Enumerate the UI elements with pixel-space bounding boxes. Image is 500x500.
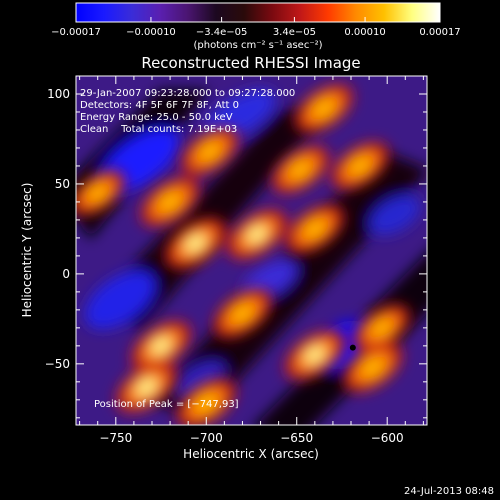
colorbar-tick-label: 0.00017 xyxy=(419,27,460,38)
source-core xyxy=(151,337,171,355)
bright-sources xyxy=(76,83,410,425)
colorbar-units-label: (photons cm⁻² s⁻¹ asec⁻²) xyxy=(193,40,322,51)
source-core xyxy=(89,186,106,200)
x-axis-label: Heliocentric X (arcsec) xyxy=(183,447,319,461)
source-core xyxy=(185,234,206,252)
source-core xyxy=(373,320,391,336)
annotation-energy-range: Energy Range: 25.0 - 50.0 keV xyxy=(80,112,233,123)
x-tick-label: −650 xyxy=(280,431,313,445)
source-core xyxy=(200,143,219,160)
x-axis-ticks: −750 −700 −650 −600 xyxy=(79,76,424,445)
colorbar-tick-label: 3.4e−05 xyxy=(273,27,316,38)
source-core xyxy=(314,100,334,117)
source-core xyxy=(304,346,325,364)
dark-band xyxy=(150,150,427,420)
source-core xyxy=(350,158,370,174)
y-tick-label: 0 xyxy=(62,267,70,281)
x-tick-label: −700 xyxy=(190,431,223,445)
source-core xyxy=(305,221,325,237)
x-tick-label: −600 xyxy=(371,431,404,445)
minimum-marker xyxy=(349,344,356,351)
chart-title: Reconstructed RHESSI Image xyxy=(141,54,360,72)
source-core xyxy=(160,193,180,211)
y-axis-label: Heliocentric Y (arcsec) xyxy=(20,183,34,318)
source-core xyxy=(291,161,310,178)
colorbar-tick-label: −3.4e−05 xyxy=(196,27,248,38)
annotation-block: 29-Jan-2007 09:23:28.000 to 09:27:28.000… xyxy=(80,88,295,135)
source-core xyxy=(196,395,216,412)
annotation-time-range: 29-Jan-2007 09:23:28.000 to 09:27:28.000 xyxy=(80,88,295,99)
colorbar xyxy=(75,2,441,23)
colorbar-tick-label: 0.00010 xyxy=(344,27,385,38)
peak-position-label: Position of Peak = [−747,93] xyxy=(94,399,239,410)
blue-region xyxy=(174,361,226,399)
colorbar-tick-label: −0.00017 xyxy=(51,27,101,38)
source-core xyxy=(136,378,157,396)
plot-frame xyxy=(75,75,428,426)
y-axis-ticks: −50 0 50 100 xyxy=(45,75,427,419)
colorbar-tick-label: −0.00010 xyxy=(126,27,176,38)
blue-region xyxy=(84,270,156,330)
colorbar-ticks: −0.00017 −0.00010 −3.4e−05 3.4e−05 0.00010 0.… xyxy=(51,17,461,38)
y-tick-label: 50 xyxy=(55,177,70,191)
annotation-detectors: Detectors: 4F 5F 6F 7F 8F, Att 0 xyxy=(80,100,239,111)
source-core xyxy=(233,305,252,322)
x-tick-label: −750 xyxy=(99,431,132,445)
source-core xyxy=(363,359,383,376)
source-core xyxy=(247,225,267,243)
heatmap-field xyxy=(76,76,427,425)
y-tick-label: 100 xyxy=(47,87,70,101)
annotation-clean-counts: Clean Total counts: 7.19E+03 xyxy=(80,124,237,135)
y-tick-label: −50 xyxy=(45,357,70,371)
footer-timestamp: 24-Jul-2013 08:48 xyxy=(404,486,494,497)
blue-region xyxy=(369,195,421,235)
